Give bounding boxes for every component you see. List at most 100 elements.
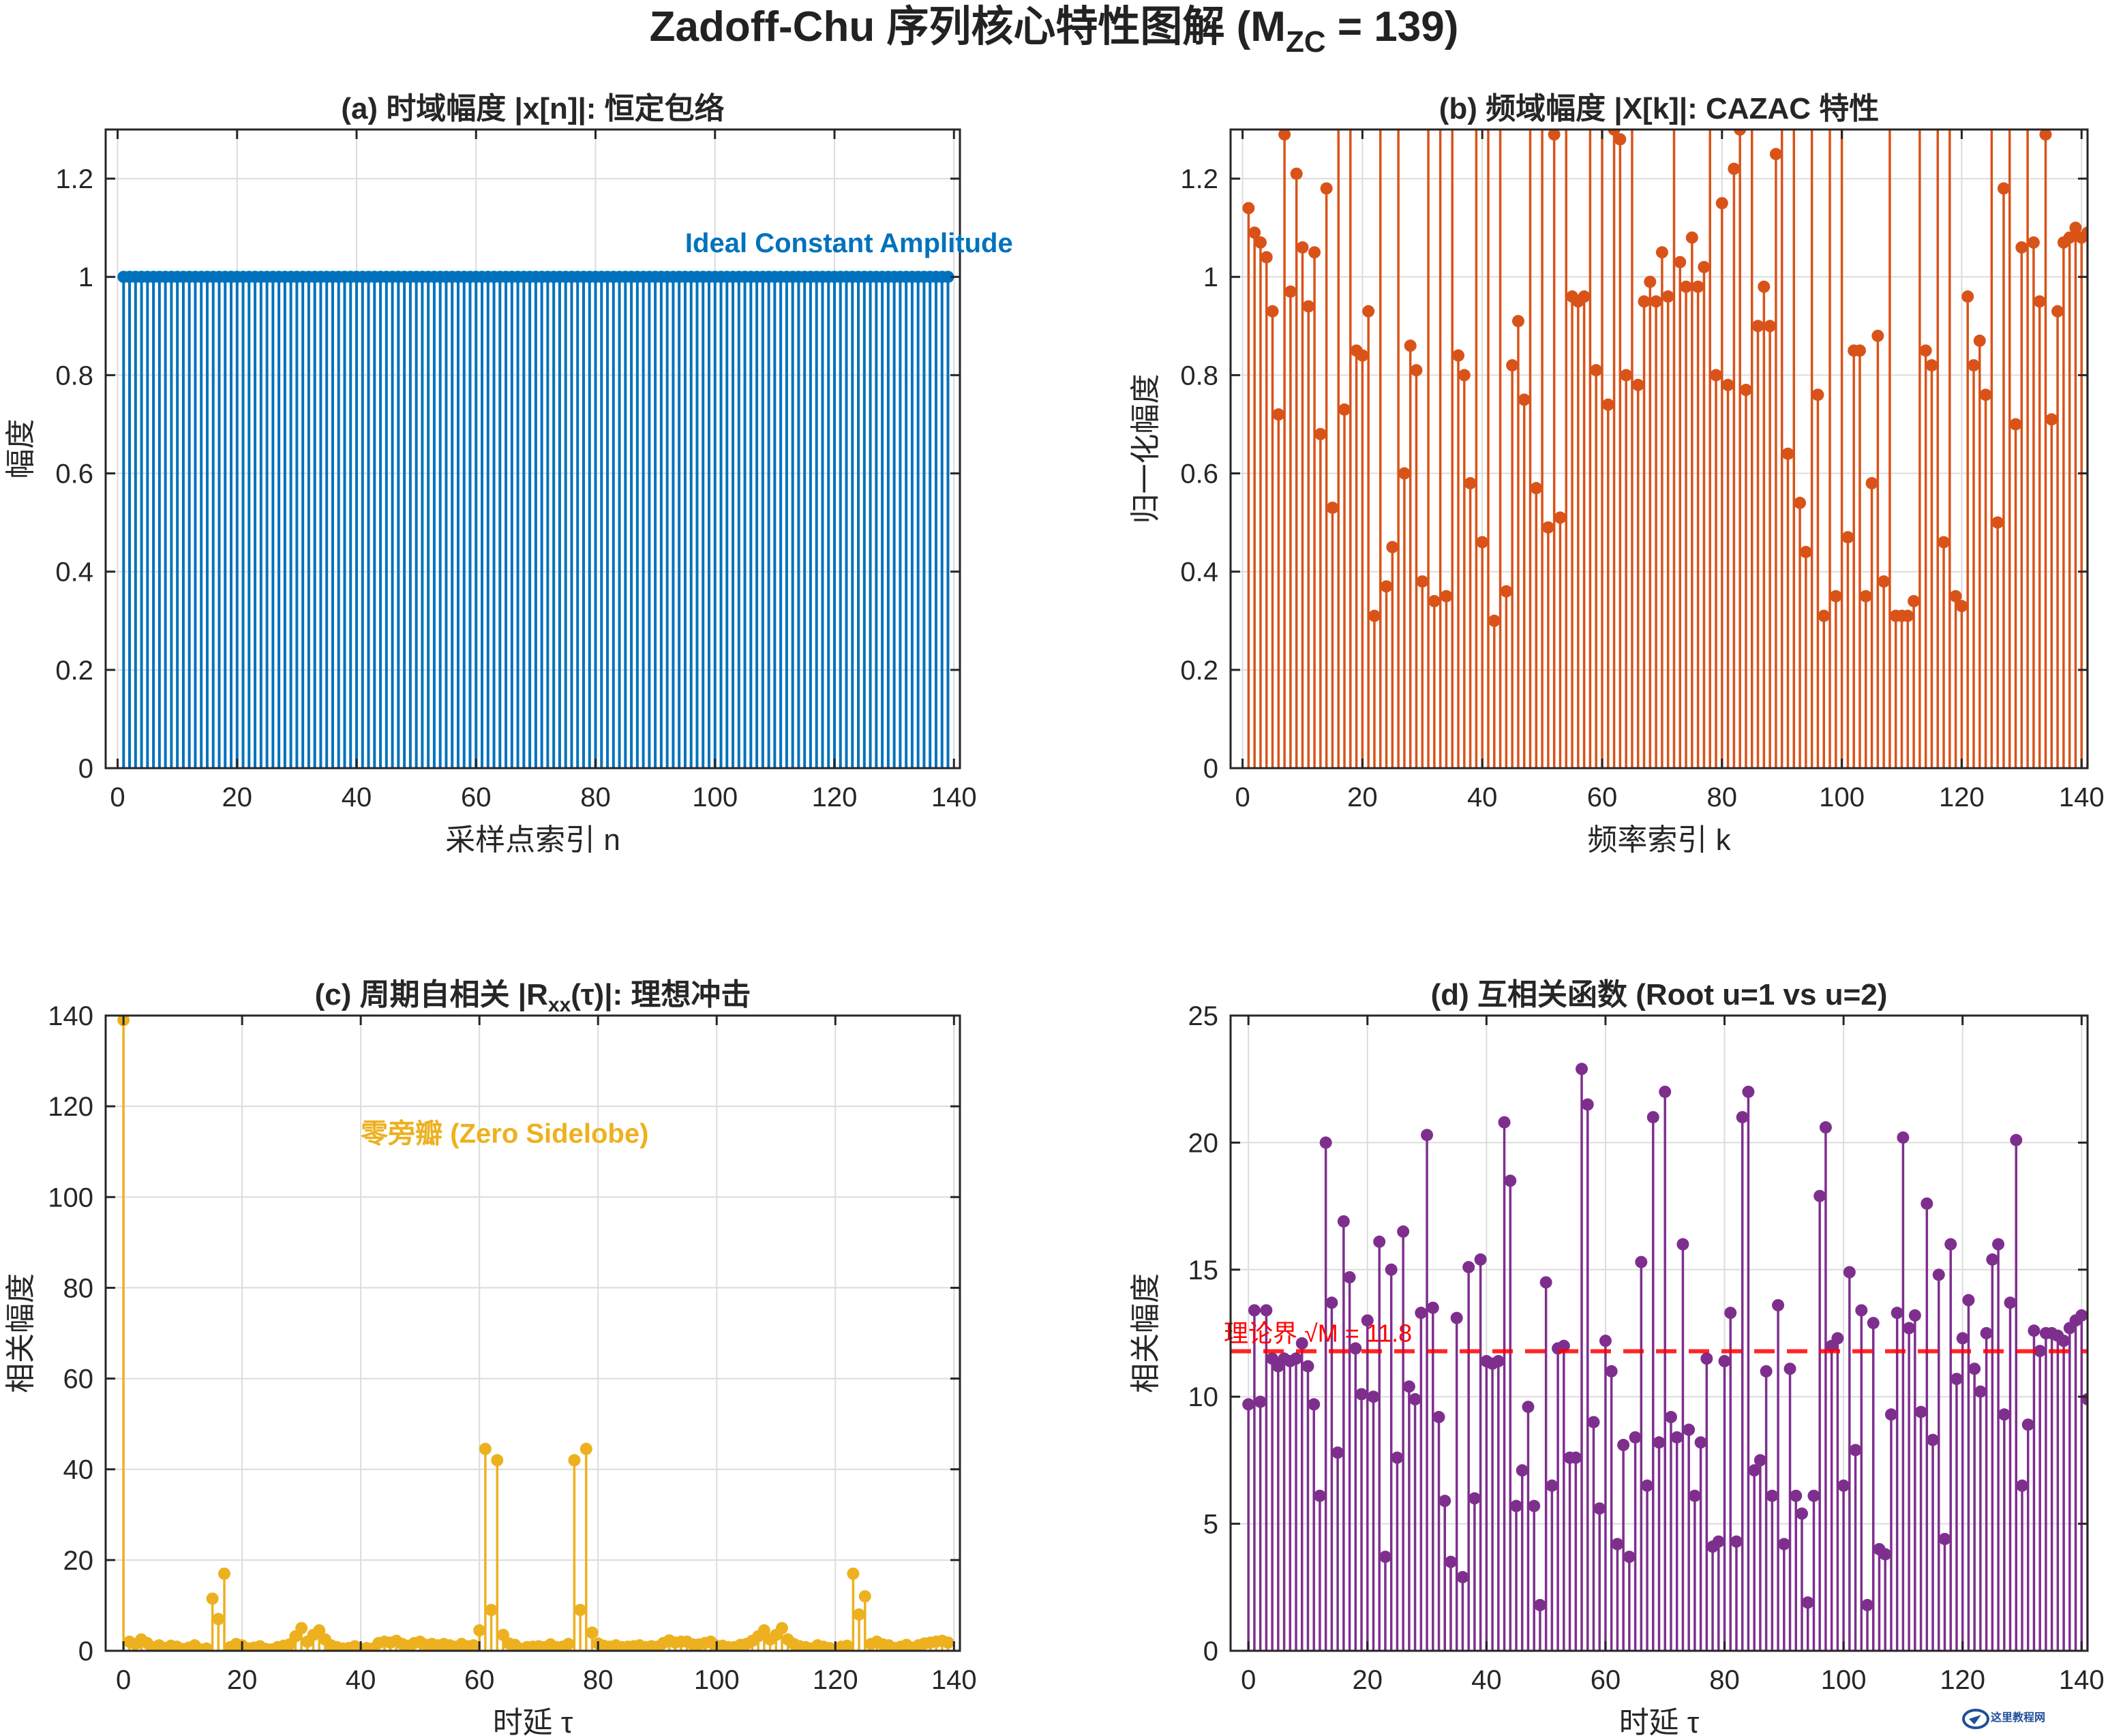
- data-point: [1670, 1431, 1683, 1444]
- x-tick-label: 140: [931, 1665, 977, 1695]
- data-point: [1338, 403, 1351, 416]
- data-point: [1799, 545, 1812, 558]
- x-axis-label: 采样点索引 n: [445, 823, 620, 857]
- data-point: [1260, 1304, 1273, 1317]
- data-point: [757, 1624, 770, 1637]
- x-tick-label: 20: [222, 782, 253, 812]
- data-point: [1974, 1385, 1987, 1398]
- data-point: [1650, 295, 1663, 308]
- data-point: [1308, 246, 1321, 259]
- y-tick-label: 0.8: [55, 361, 93, 391]
- data-point: [1426, 1301, 1439, 1314]
- data-point: [1712, 1535, 1725, 1548]
- axes-frame: [1229, 128, 2089, 770]
- data-point: [1290, 167, 1303, 180]
- data-point: [1831, 1332, 1844, 1345]
- data-point: [1260, 251, 1273, 264]
- data-point: [1676, 1238, 1689, 1251]
- data-point: [218, 1567, 231, 1580]
- data-point: [1674, 256, 1687, 269]
- data-point: [1764, 320, 1777, 333]
- data-point: [1807, 1489, 1820, 1502]
- data-point: [1319, 1136, 1332, 1149]
- chart-panel-c: 0 20 40 60 80 100 120 140 0 20 40 60 80 100 120 140 时延 τ…: [4, 978, 977, 1736]
- watermark-logo: 这里教程网: [1962, 1709, 2045, 1729]
- data-point: [1724, 1307, 1737, 1320]
- watermark-text: 这里教程网: [1991, 1711, 2045, 1724]
- data-point: [1554, 511, 1567, 524]
- data-point: [1402, 1380, 1415, 1393]
- data-point: [1956, 1332, 1969, 1345]
- data-point: [1254, 1395, 1267, 1408]
- chart-title-sub: xx: [548, 994, 571, 1016]
- data-point: [485, 1604, 498, 1617]
- data-point: [1829, 590, 1842, 603]
- data-point: [1355, 1388, 1368, 1401]
- data-point: [1700, 1352, 1713, 1365]
- data-point: [1921, 1197, 1933, 1210]
- data-point: [2033, 295, 2046, 308]
- data-point: [1325, 1296, 1338, 1309]
- y-tick-label: 15: [1188, 1255, 1219, 1285]
- x-tick-label: 40: [1467, 782, 1498, 812]
- data-point: [1967, 359, 1980, 371]
- axes-frame: [1229, 1014, 2089, 1652]
- data-point: [473, 1624, 486, 1637]
- data-point: [1450, 1311, 1463, 1324]
- y-tick-label: 1.2: [55, 164, 93, 194]
- data-point: [942, 1636, 954, 1649]
- data-point: [1398, 467, 1411, 480]
- data-point: [775, 1621, 788, 1634]
- x-tick-label: 80: [1709, 1665, 1740, 1695]
- y-tick-label: 40: [63, 1455, 94, 1485]
- data-point: [1968, 1362, 1981, 1375]
- data-point: [1409, 1392, 1421, 1405]
- data-point: [1938, 1532, 1951, 1545]
- data-point: [1516, 1464, 1529, 1477]
- data-point: [1593, 1502, 1606, 1515]
- x-tick-label: 60: [1587, 782, 1618, 812]
- data-point: [1646, 1111, 1659, 1124]
- data-point: [1919, 344, 1932, 357]
- data-point: [1962, 1294, 1975, 1307]
- x-tick-label: 80: [1707, 782, 1738, 812]
- data-point: [1439, 1495, 1451, 1508]
- y-tick-label: 0.2: [1180, 656, 1218, 686]
- x-tick-label: 100: [694, 1665, 740, 1695]
- data-point: [1539, 1276, 1552, 1289]
- series-stems: [1242, 130, 2088, 768]
- data-point: [1444, 1555, 1457, 1568]
- data-point: [1655, 246, 1668, 259]
- x-tick-label: 100: [692, 782, 738, 812]
- y-tick-label: 0: [78, 1636, 93, 1666]
- data-point: [1853, 344, 1866, 357]
- data-point: [1777, 1538, 1790, 1551]
- data-point: [568, 1454, 581, 1467]
- data-point: [1813, 1189, 1826, 1202]
- data-point: [1302, 300, 1315, 313]
- data-point: [2021, 1418, 2034, 1431]
- ticks: 0 20 40 60 80 100 120 140 0 5 10 15 20 25: [1188, 1001, 2105, 1695]
- data-point: [1766, 1489, 1779, 1502]
- data-point: [1961, 290, 1974, 303]
- data-point: [2081, 226, 2088, 239]
- data-point: [1462, 1261, 1475, 1274]
- series-stems: [117, 271, 954, 768]
- data-point: [562, 1638, 575, 1651]
- data-point: [1849, 1444, 1862, 1457]
- data-point: [491, 1454, 504, 1467]
- data-point: [1819, 1121, 1832, 1134]
- data-point: [1476, 536, 1489, 549]
- y-tick-label: 1: [1203, 262, 1218, 292]
- data-point: [1685, 231, 1698, 244]
- data-point: [295, 1621, 308, 1634]
- data-point: [2009, 418, 2022, 431]
- data-point: [1908, 1309, 1921, 1322]
- data-point: [1659, 1085, 1672, 1098]
- data-point: [1587, 1416, 1600, 1429]
- data-point: [1955, 600, 1968, 613]
- y-tick-label: 0.8: [1180, 361, 1218, 391]
- y-tick-label: 0.2: [55, 656, 93, 686]
- data-point: [1296, 241, 1309, 254]
- data-point: [1758, 280, 1771, 293]
